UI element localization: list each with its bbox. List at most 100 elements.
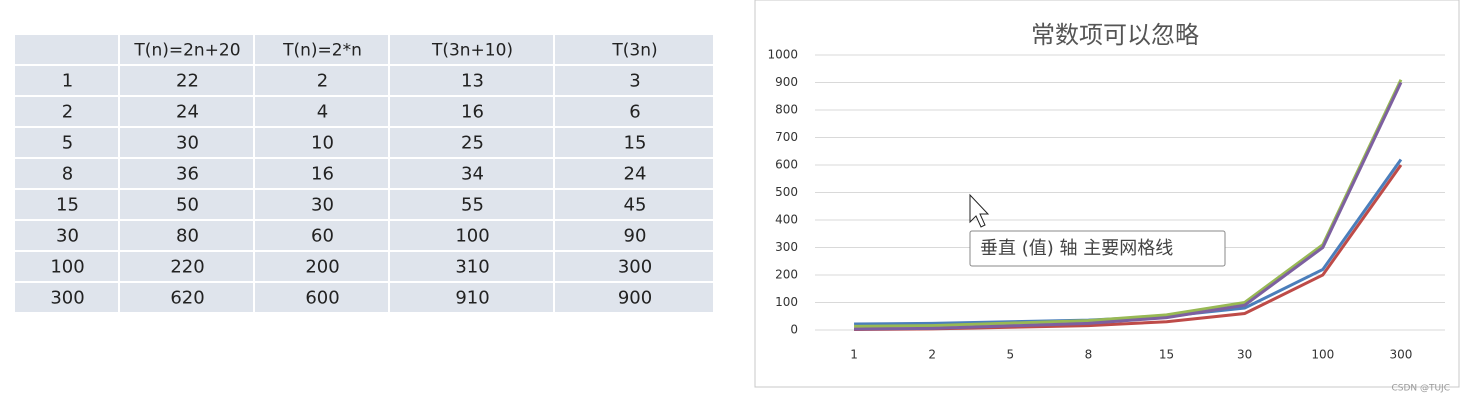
table-cell <box>255 97 388 126</box>
table-cell <box>15 221 118 250</box>
table-cell <box>390 128 553 157</box>
table-cell-value: 13 <box>461 71 484 92</box>
table-cell <box>15 190 118 219</box>
table-cell-value: 910 <box>455 288 489 309</box>
series-line <box>854 79 1403 328</box>
y-tick-label: 500 <box>775 185 798 199</box>
table-cell <box>390 97 553 126</box>
x-tick-label: 2 <box>928 348 936 362</box>
y-tick-label: 300 <box>775 240 798 254</box>
table-cell <box>120 97 253 126</box>
y-tick-label: 200 <box>775 268 798 282</box>
table-cell <box>255 190 388 219</box>
table-cell <box>15 66 118 95</box>
table-cell <box>120 66 253 95</box>
table-cell-value: 55 <box>461 195 484 216</box>
table-cell-value: 3 <box>629 71 640 92</box>
watermark: CSDN @TUJC <box>1391 384 1450 394</box>
column-header: T(3n) <box>611 41 657 61</box>
table-cell-value: 2 <box>317 71 328 92</box>
column-header: T(n)=2*n <box>282 41 362 61</box>
table-cell-value: 16 <box>461 102 484 123</box>
plot: 0 100 200 300 400 500 600 700 800 900 1000 1 2 5 8 15 30… <box>767 48 1445 362</box>
table-cell <box>390 221 553 250</box>
table-cell-value: 50 <box>176 195 199 216</box>
table-cell-value: 310 <box>455 257 489 278</box>
table-cell <box>15 252 118 281</box>
table-cell-value: 34 <box>461 164 484 185</box>
table-cell <box>555 252 713 281</box>
table-cell <box>555 283 713 312</box>
table-cell-value: 24 <box>176 102 199 123</box>
table-cell <box>120 283 253 312</box>
table-cell <box>390 252 553 281</box>
x-tick-label: 1 <box>850 348 858 362</box>
series-line <box>854 81 1403 331</box>
y-tick-label: 1000 <box>767 48 798 62</box>
table-cell <box>120 252 253 281</box>
table-cell <box>255 128 388 157</box>
table-cell-value: 6 <box>629 102 640 123</box>
table-cell <box>555 128 713 157</box>
tooltip-box <box>969 230 1226 267</box>
tooltip: 垂直 (值) 轴 主要网格线 <box>980 238 1173 259</box>
table-cell-value: 24 <box>624 164 647 185</box>
table-cell-value: 60 <box>311 226 334 247</box>
table-cell <box>120 128 253 157</box>
table-cell <box>255 66 388 95</box>
table-cell <box>15 128 118 157</box>
table-cell <box>555 66 713 95</box>
y-tick-label: 400 <box>775 213 798 227</box>
table-cell-value: 600 <box>305 288 339 309</box>
table-cell <box>255 283 388 312</box>
column-header: T(n)=2n+20 <box>133 41 240 61</box>
table-cell-value: 100 <box>455 226 489 247</box>
table-cell <box>120 190 253 219</box>
row-header: 5 <box>62 133 73 154</box>
table-cell <box>390 66 553 95</box>
chart-title: 常数项可以忽略 <box>1031 21 1199 49</box>
y-tick-label: 100 <box>775 295 798 309</box>
table-cell <box>555 97 713 126</box>
table-cell-value: 16 <box>311 164 334 185</box>
table-cell-value: 900 <box>618 288 652 309</box>
column-header: T(3n+10) <box>431 41 513 61</box>
table: T(n)=2n+20 T(n)=2*n T(3n+10) T(3n)1 22 2 13 32 2… <box>15 35 713 312</box>
row-header: 15 <box>56 195 79 216</box>
row-header: 8 <box>62 164 73 185</box>
x-tick-label: 100 <box>1311 348 1334 362</box>
table-cell <box>255 159 388 188</box>
table-cell-value: 4 <box>317 102 328 123</box>
table-cell-value: 80 <box>176 226 199 247</box>
table-cell-value: 22 <box>176 71 199 92</box>
table-cell <box>120 221 253 250</box>
table-cell-value: 220 <box>170 257 204 278</box>
table-cell <box>15 35 118 64</box>
table-cell <box>390 159 553 188</box>
cursor <box>969 193 990 228</box>
table-cell <box>555 159 713 188</box>
table-cell-value: 620 <box>170 288 204 309</box>
table-cell <box>255 221 388 250</box>
table-cell-value: 90 <box>624 226 647 247</box>
table-cell-value: 30 <box>311 195 334 216</box>
table-cell <box>120 159 253 188</box>
table-cell <box>15 159 118 188</box>
y-tick-label: 900 <box>775 75 798 89</box>
table-cell <box>15 283 118 312</box>
table-cell <box>390 283 553 312</box>
row-header: 100 <box>50 257 84 278</box>
table-cell-value: 300 <box>618 257 652 278</box>
row-header: 1 <box>62 71 73 92</box>
table-cell <box>555 35 713 64</box>
table-cell-value: 10 <box>311 133 334 154</box>
table-cell <box>390 35 553 64</box>
table-cell-value: 15 <box>624 133 647 154</box>
table-cell <box>390 190 553 219</box>
y-tick-label: 800 <box>775 103 798 117</box>
table-cell-value: 36 <box>176 164 199 185</box>
table-cell <box>255 252 388 281</box>
table-cell-value: 200 <box>305 257 339 278</box>
